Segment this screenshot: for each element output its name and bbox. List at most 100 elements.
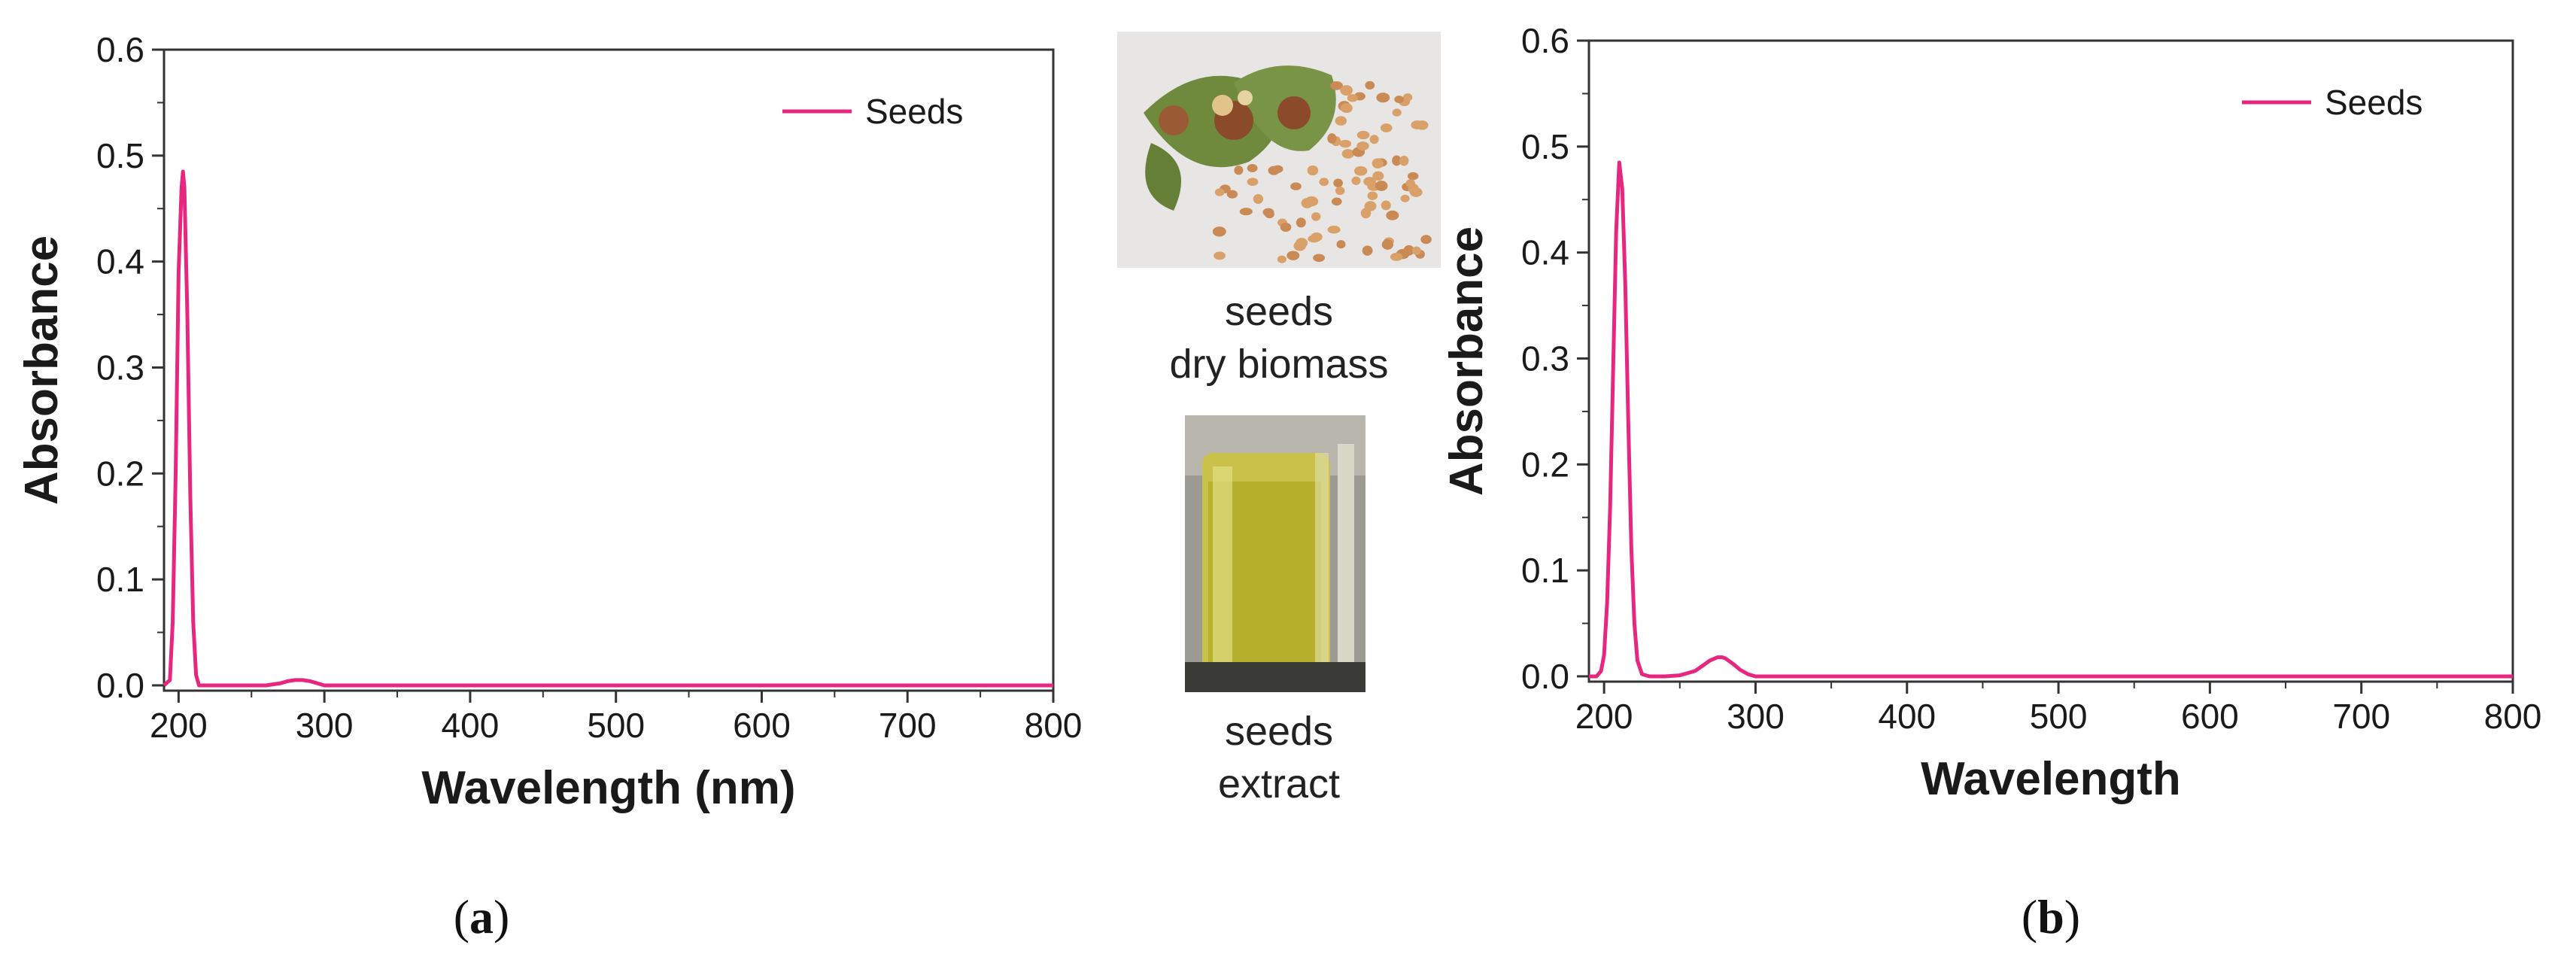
dry-biomass-photo [1117, 32, 1441, 268]
chart-b-y-tick-label: 0.2 [1521, 445, 1569, 484]
dry-biomass-caption-line2: dry biomass [1169, 342, 1388, 387]
chart-b-y-tick-label: 0.0 [1521, 657, 1569, 696]
extract-caption-line2: extract [1218, 761, 1340, 807]
seed-dot [1376, 93, 1390, 103]
seed-dot [1333, 178, 1343, 188]
panel-label-a: (a) [454, 890, 510, 943]
seed-dot [1296, 217, 1306, 228]
seed-dot [1372, 171, 1384, 181]
chart-a-y-tick-label: 0.3 [96, 348, 144, 387]
seed-dot [1407, 172, 1419, 181]
seed-dot [1353, 166, 1368, 176]
seed-dot [1362, 245, 1373, 256]
seed-dot [1286, 251, 1300, 260]
chart-b-x-axis-title: Wavelength [1921, 753, 2181, 805]
seed-dot [1212, 226, 1226, 237]
seed-dot [1356, 141, 1369, 150]
seed-dot [1262, 208, 1274, 217]
chart-b-y-tick-label: 0.4 [1521, 233, 1569, 272]
seed-dot [1372, 158, 1384, 169]
seed-dot [1272, 165, 1283, 174]
chart-a-x-tick-label: 700 [879, 706, 937, 745]
chart-a: 200 300 400 500 600 700 800 0.0 0.1 0.2 0.3 0.4 0.5 0… [16, 30, 1082, 814]
chart-a-series-seeds-line [163, 169, 1053, 688]
seed-dot [1367, 191, 1378, 200]
seed-dot [1296, 238, 1308, 248]
seed-dot [1335, 187, 1345, 196]
chart-b-y-tick-label: 0.6 [1521, 21, 1569, 60]
chart-b-y-tick-label: 0.5 [1521, 127, 1569, 166]
seed-dot [1339, 139, 1352, 148]
chart-a-x-tick-label: 600 [733, 706, 791, 745]
seed-dot [1277, 255, 1286, 263]
seed-dot [1311, 212, 1321, 221]
seed-dot [1247, 178, 1259, 187]
chart-a-x-tick-label: 300 [296, 706, 354, 745]
seed-dot [1239, 208, 1253, 216]
seed-dot [1403, 245, 1414, 256]
chart-a-y-tick-label: 0.0 [96, 666, 144, 705]
seed-dot [1214, 251, 1226, 260]
chart-b-x-tick-label: 800 [2484, 697, 2542, 736]
chart-b-x-tick-label: 200 [1575, 697, 1633, 736]
seed-dot [1331, 197, 1342, 206]
seed-dot [1392, 108, 1402, 117]
seed-dot [1405, 179, 1416, 187]
chart-b-x-tick-label: 700 [2332, 697, 2390, 736]
chart-b-y-tick-label: 0.1 [1521, 551, 1569, 590]
chart-a-y-axis-title: Absorbance [16, 235, 68, 505]
seed-dot [1319, 178, 1329, 187]
seed-dot [1420, 235, 1432, 245]
seed-dot [1369, 135, 1379, 144]
chart-b-x-tick-label: 300 [1727, 697, 1785, 736]
panel-label-b: (b) [2022, 890, 2080, 943]
seed-dot [1394, 96, 1405, 104]
seed-dot [1305, 196, 1319, 207]
chart-b-y-axis-title: Absorbance [1441, 226, 1493, 496]
chart-a-y-tick-label: 0.5 [96, 136, 144, 175]
seed-dot [1280, 222, 1292, 232]
seed-dot [1341, 149, 1355, 159]
chart-a-y-tick-label: 0.6 [96, 30, 144, 69]
chart-b-x-tick-label: 500 [2030, 697, 2088, 736]
seed-dot [1409, 187, 1423, 197]
seed-dot [1380, 123, 1393, 132]
chart-a-y-tick-label: 0.4 [96, 242, 144, 281]
seed-dot [1247, 164, 1258, 172]
seed-dot [1351, 176, 1361, 185]
chart-a-legend-label: Seeds [865, 92, 963, 131]
seed-dot [1347, 94, 1359, 102]
chart-a-x-tick-label: 400 [442, 706, 500, 745]
seed-dot [1365, 81, 1375, 90]
chart-b-y-tick-label: 0.3 [1521, 339, 1569, 378]
seed-dot [1336, 240, 1346, 249]
seed-dot [1234, 166, 1244, 175]
seed-dot [1363, 177, 1377, 187]
chart-b-legend-label: Seeds [2325, 83, 2423, 122]
seed-dot [1313, 254, 1326, 263]
seed-dot [1327, 133, 1337, 144]
extract-photo [1185, 415, 1365, 692]
chart-a-y-tick-label: 0.1 [96, 560, 144, 599]
seed-dot [1356, 130, 1370, 140]
chart-b: 200 300 400 500 600 700 800 0.0 0.1 0.2 0.3 0.4 0.5 0… [1441, 21, 2541, 805]
seed-dot [1381, 239, 1394, 250]
chart-a-x-tick-label: 500 [587, 706, 645, 745]
seed-dot [1226, 190, 1238, 199]
chart-a-y-tick-label: 0.2 [96, 454, 144, 493]
chart-b-series-seeds-line [1589, 160, 2513, 679]
seed-dot [1375, 181, 1388, 191]
seed-dot [1381, 200, 1391, 211]
seed-dot [1214, 188, 1225, 196]
chart-a-x-tick-label: 200 [150, 706, 208, 745]
seed-dot [1327, 225, 1341, 234]
seed-dot [1399, 155, 1409, 166]
seed-dot [1386, 210, 1399, 220]
seed-dot [1253, 194, 1264, 204]
seed-dot [1416, 120, 1429, 130]
seed-dot [1340, 85, 1353, 96]
seed-dot [1307, 165, 1319, 176]
seed-dot [1390, 252, 1403, 261]
seed-dot [1392, 155, 1402, 166]
